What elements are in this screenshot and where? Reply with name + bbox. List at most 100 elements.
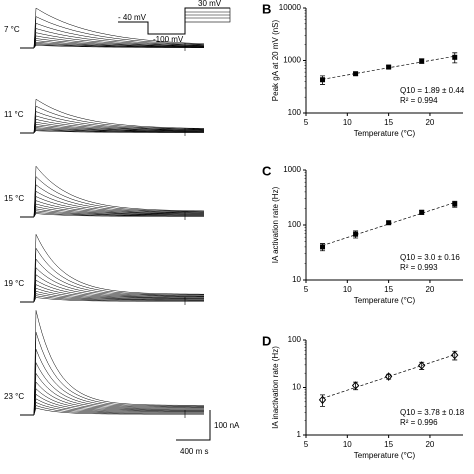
trace <box>33 16 205 49</box>
y-axis-label: IA activation rate (Hz) <box>271 186 280 263</box>
trace <box>33 208 204 218</box>
y-tick-label: 100 <box>288 220 302 229</box>
y-tick-label: 1000 <box>283 56 301 65</box>
scale-bar: 100 nA 400 m s <box>176 410 240 456</box>
panel-letter: D <box>262 333 271 348</box>
point <box>353 231 359 237</box>
temperature-label: 11 °C <box>4 110 24 119</box>
temperature-label: 7 °C <box>4 25 20 34</box>
point <box>353 71 359 77</box>
trace <box>33 293 204 303</box>
trace <box>33 287 204 303</box>
point <box>351 381 360 390</box>
scale-time: 400 m s <box>180 447 208 456</box>
trace <box>33 121 205 134</box>
trace <box>33 284 204 303</box>
trace <box>33 234 204 303</box>
x-tick-label: 20 <box>425 118 434 127</box>
point <box>419 209 425 215</box>
trace <box>33 98 204 134</box>
point <box>386 220 392 226</box>
scale-current: 100 nA <box>214 421 240 430</box>
annotation: R² = 0.996 <box>400 418 438 427</box>
trace <box>33 267 204 303</box>
trace <box>33 40 204 49</box>
trace <box>33 200 204 218</box>
voltage-protocol: - 40 mV -100 mV 30 mV <box>118 0 231 44</box>
trace <box>33 129 204 134</box>
point <box>418 361 426 370</box>
trace <box>33 38 204 49</box>
trace <box>33 274 204 303</box>
trace <box>33 407 204 416</box>
y-tick-label: 10 <box>292 275 301 284</box>
trace <box>33 349 204 416</box>
trace <box>33 295 204 303</box>
trace <box>33 212 204 218</box>
x-tick-label: 5 <box>304 285 309 294</box>
trace <box>33 290 204 303</box>
x-tick-label: 15 <box>384 440 393 449</box>
y-tick-label: 100 <box>288 108 302 117</box>
trace <box>33 332 204 416</box>
trace <box>33 203 204 218</box>
annotation: Q10 = 3.0 ± 0.16 <box>400 253 460 262</box>
point <box>320 77 326 83</box>
point <box>384 372 393 381</box>
trace <box>33 124 204 134</box>
x-tick-label: 15 <box>384 118 393 127</box>
y-axis-label: Peak gA at 20 mV (nS) <box>271 19 280 101</box>
x-tick-label: 20 <box>425 440 434 449</box>
x-tick-label: 5 <box>304 118 309 127</box>
trace <box>33 28 205 49</box>
y-tick-label: 1 <box>297 430 302 439</box>
trace <box>33 128 204 134</box>
trace <box>33 45 204 49</box>
trace <box>33 35 204 49</box>
trace <box>33 297 205 303</box>
y-tick-label: 1000 <box>283 165 301 174</box>
trace <box>33 279 204 303</box>
x-tick-label: 10 <box>343 285 352 294</box>
trace <box>33 361 204 416</box>
protocol-test: 30 mV <box>198 0 222 8</box>
point <box>318 395 327 405</box>
current-traces: 7 °C 11 °C 15 °C 19 °C 23 °C <box>4 7 205 418</box>
protocol-pre: -100 mV <box>153 35 184 44</box>
trace <box>33 32 205 49</box>
trace <box>33 7 205 49</box>
y-axis-label: IA inactivation rate (Hz) <box>271 346 280 429</box>
point <box>452 201 458 207</box>
trace <box>33 127 204 134</box>
trace <box>33 372 204 416</box>
protocol-hold: - 40 mV <box>118 13 147 22</box>
y-tick-label: 10 <box>292 383 301 392</box>
y-tick-label: 10000 <box>279 3 302 12</box>
annotation: Q10 = 1.89 ± 0.44 <box>400 86 465 95</box>
trace <box>33 393 204 416</box>
annotation: R² = 0.994 <box>400 96 438 105</box>
x-tick-label: 5 <box>304 440 309 449</box>
trace <box>33 206 204 218</box>
x-tick-label: 10 <box>343 118 352 127</box>
trace <box>33 196 204 218</box>
temperature-label: 23 °C <box>4 392 24 401</box>
trace <box>33 176 204 218</box>
x-tick-label: 15 <box>384 285 393 294</box>
panel-letter: C <box>262 163 272 178</box>
point <box>452 54 458 60</box>
trace <box>33 398 204 416</box>
trace <box>33 213 204 218</box>
annotation: Q10 = 3.78 ± 0.18 <box>400 408 465 417</box>
x-tick-label: 20 <box>425 285 434 294</box>
x-axis-label: Temperature (°C) <box>354 129 416 138</box>
y-tick-label: 100 <box>288 335 302 344</box>
trace <box>33 125 204 134</box>
point <box>419 58 425 64</box>
point <box>386 64 392 70</box>
point <box>451 350 459 360</box>
trace <box>33 405 204 416</box>
trace <box>33 118 204 134</box>
trace <box>33 165 205 218</box>
trace <box>33 43 204 49</box>
